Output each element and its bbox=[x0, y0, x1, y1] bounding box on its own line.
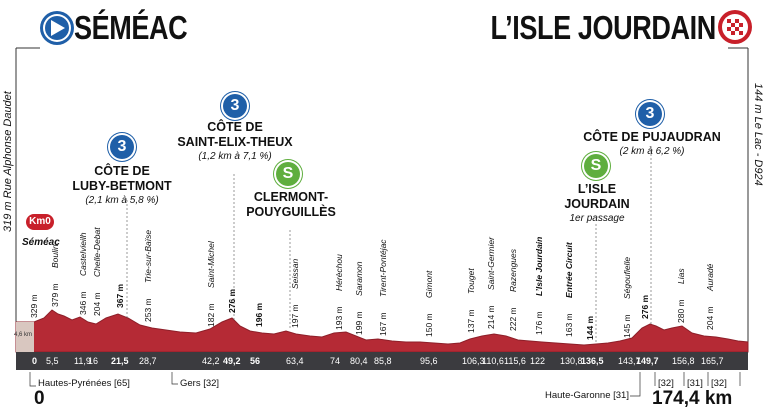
km-value: 110,6 bbox=[482, 356, 504, 366]
climb-label-saint-elix-theux: CÔTE DE SAINT-ELIX-THEUX (1,2 km à 7,1 %… bbox=[172, 120, 298, 163]
km-value: 95,6 bbox=[420, 356, 438, 366]
km-value: 165,7 bbox=[701, 356, 724, 366]
km-value: 130,8 bbox=[560, 356, 583, 366]
km-value: 28,7 bbox=[139, 356, 157, 366]
km-value: 143,7 bbox=[618, 356, 641, 366]
km-value: 115,6 bbox=[504, 356, 526, 366]
climb-detail: (2 km à 6,2 %) bbox=[619, 146, 685, 157]
km-value: 85,8 bbox=[374, 356, 392, 366]
km0-badge: Km0 bbox=[26, 214, 54, 230]
sprint-name-line2: POUYGUILLÈS bbox=[246, 205, 336, 219]
elevation-profile bbox=[15, 309, 749, 353]
climb-detail: (2,1 km à 5,8 %) bbox=[85, 195, 159, 206]
finish-town-title: L’ISLE JOURDAIN bbox=[490, 9, 717, 46]
start-shaded-block bbox=[16, 322, 34, 352]
climb-category-badge-1: 3 bbox=[110, 135, 134, 159]
climb-category-badge-3: 3 bbox=[638, 102, 662, 126]
km-value: 56 bbox=[250, 356, 261, 366]
km-value: 80,4 bbox=[350, 356, 368, 366]
department-label: [32] bbox=[711, 378, 727, 389]
km-value: 106,3 bbox=[462, 356, 485, 366]
km-value: 21,5 bbox=[111, 356, 129, 366]
km-value: 122 bbox=[530, 356, 546, 366]
climb-name-line2: SAINT-ELIX-THEUX bbox=[177, 135, 293, 149]
start-town-title: SÉMÉAC bbox=[74, 9, 188, 46]
play-arrow-icon bbox=[40, 11, 74, 45]
climb-name-line1: CÔTE DE bbox=[94, 164, 150, 178]
scale-marker: 4,6 km bbox=[14, 332, 33, 338]
distance-start: 0 bbox=[34, 388, 45, 409]
sprint-label-isle-jourdain: L’ISLE JOURDAIN 1er passage bbox=[552, 182, 642, 225]
km-value: 149,7 bbox=[636, 356, 659, 366]
department-label: [32] bbox=[658, 378, 674, 389]
km-band bbox=[16, 352, 748, 370]
department-label: Hautes-Pyrénées [65] bbox=[38, 378, 130, 389]
km0-town: Séméac bbox=[22, 237, 60, 248]
department-label: Haute-Garonne [31] bbox=[545, 390, 629, 401]
km-value: 49,2 bbox=[223, 356, 241, 366]
km-value: 63,4 bbox=[286, 356, 304, 366]
km-value: 11,9 bbox=[74, 356, 91, 366]
distance-total: 174,4 km bbox=[652, 388, 733, 409]
sprint-name-line2: JOURDAIN bbox=[564, 197, 630, 211]
km-value: 5,5 bbox=[46, 356, 59, 366]
sprint-detail: 1er passage bbox=[569, 213, 625, 224]
sprint-name-line1: CLERMONT- bbox=[253, 190, 329, 204]
sprint-label-clermont-pouyguilles: CLERMONT- POUYGUILLÈS bbox=[236, 190, 346, 220]
department-label: [31] bbox=[687, 378, 703, 389]
climb-name-line1: CÔTE DE PUJAUDRAN bbox=[583, 130, 721, 144]
checkered-flag-icon bbox=[718, 10, 752, 44]
km-value: 74 bbox=[330, 356, 341, 366]
km-value: 156,8 bbox=[672, 356, 695, 366]
climb-name-line1: CÔTE DE bbox=[207, 120, 263, 134]
sprint-badge-1: S bbox=[276, 162, 300, 186]
climb-name-line2: LUBY-BETMONT bbox=[72, 179, 172, 193]
km-value: 16 bbox=[88, 356, 99, 366]
sprint-badge-2: S bbox=[584, 154, 608, 178]
climb-detail: (1,2 km à 7,1 %) bbox=[198, 151, 272, 162]
km-value: 136,5 bbox=[581, 356, 604, 366]
km-value-start: 0 bbox=[32, 356, 38, 366]
climb-label-luby-betmont: CÔTE DE LUBY-BETMONT (2,1 km à 5,8 %) bbox=[62, 164, 182, 207]
department-label: Gers [32] bbox=[180, 378, 220, 389]
climb-category-badge-2: 3 bbox=[223, 94, 247, 118]
km-value: 42,2 bbox=[202, 356, 220, 366]
sprint-name-line1: L’ISLE bbox=[577, 182, 617, 196]
climb-label-pujaudran: CÔTE DE PUJAUDRAN (2 km à 6,2 %) bbox=[582, 130, 722, 158]
